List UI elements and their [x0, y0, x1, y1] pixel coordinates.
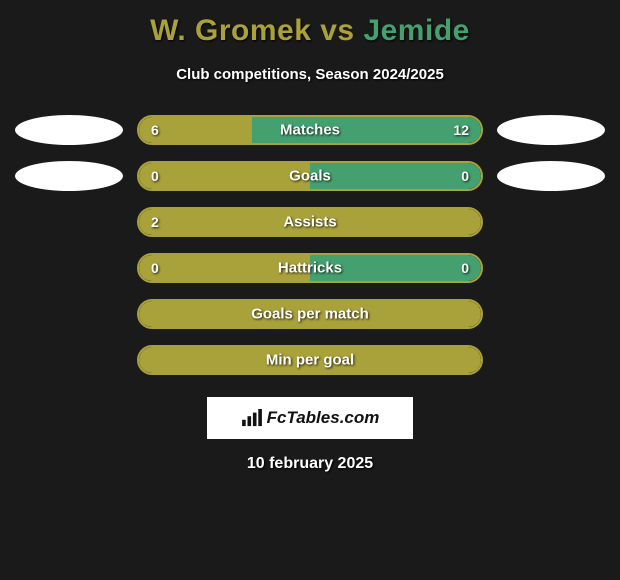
stat-label: Goals per match — [139, 306, 481, 323]
spacer — [15, 345, 123, 375]
spacer — [15, 207, 123, 237]
stat-label: Matches — [139, 122, 481, 139]
stat-label: Assists — [139, 214, 481, 231]
spacer — [497, 207, 605, 237]
date-text: 10 february 2025 — [0, 455, 620, 473]
spacer — [497, 299, 605, 329]
player1-name: W. Gromek — [150, 14, 311, 47]
player2-marker — [497, 161, 605, 191]
branding-text: FcTables.com — [267, 408, 380, 428]
stat-label: Goals — [139, 168, 481, 185]
subtitle: Club competitions, Season 2024/2025 — [0, 66, 620, 83]
player2-marker — [497, 115, 605, 145]
spacer — [497, 345, 605, 375]
spacer — [15, 253, 123, 283]
stat-bar: 2Assists — [137, 207, 483, 237]
stat-label: Min per goal — [139, 352, 481, 369]
vs-text: vs — [311, 14, 363, 47]
stat-row: 612Matches — [0, 107, 620, 153]
spacer — [497, 253, 605, 283]
stat-row: 00Goals — [0, 153, 620, 199]
spacer — [15, 299, 123, 329]
stat-bar: 00Hattricks — [137, 253, 483, 283]
stat-row: 00Hattricks — [0, 245, 620, 291]
stat-label: Hattricks — [139, 260, 481, 277]
stat-bar: Min per goal — [137, 345, 483, 375]
comparison-title: W. Gromek vs Jemide — [0, 0, 620, 48]
chart-icon — [241, 409, 263, 427]
stat-row: Min per goal — [0, 337, 620, 383]
stat-bar: 00Goals — [137, 161, 483, 191]
stat-row: Goals per match — [0, 291, 620, 337]
player2-name: Jemide — [363, 14, 469, 47]
stat-row: 2Assists — [0, 199, 620, 245]
comparison-chart: 612Matches 00Goals 2Assists 00Hattricks Goal… — [0, 107, 620, 383]
player1-marker — [15, 161, 123, 191]
stat-bar: 612Matches — [137, 115, 483, 145]
stat-bar: Goals per match — [137, 299, 483, 329]
player1-marker — [15, 115, 123, 145]
branding-badge: FcTables.com — [207, 397, 413, 439]
